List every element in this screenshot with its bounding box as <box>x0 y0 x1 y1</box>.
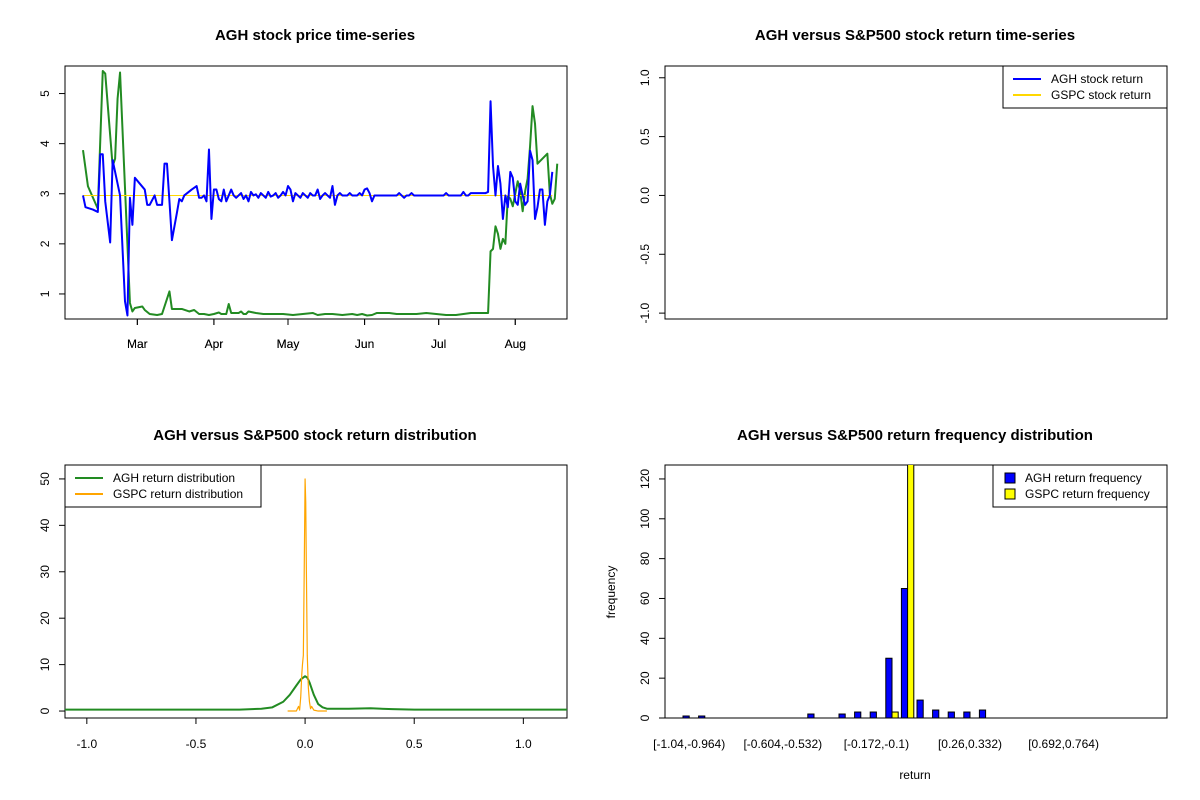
agh-frequency-bar <box>869 711 877 718</box>
agh-frequency-bar <box>698 715 706 718</box>
x-tick-label: Aug <box>505 337 526 351</box>
x-tick-label: [0.26,0.332) <box>938 737 1002 751</box>
legend-label: GSPC return distribution <box>113 487 243 501</box>
x-tick-label: 0.5 <box>406 737 423 751</box>
y-axis-label: frequency <box>604 566 618 619</box>
agh-frequency-bar <box>807 713 815 718</box>
plot-frame <box>64 464 568 719</box>
y-tick-label: -1.0 <box>638 302 652 323</box>
x-tick-label: Jun <box>355 337 374 351</box>
chart-title: AGH versus S&P500 stock return time-seri… <box>755 27 1075 44</box>
legend-box <box>992 464 1168 508</box>
legend-label: GSPC stock return <box>1051 88 1151 102</box>
x-tick-label: -0.5 <box>186 737 207 751</box>
y-tick-label: 1.0 <box>638 69 652 86</box>
y-tick-label: 40 <box>38 518 52 532</box>
agh-frequency-bar <box>963 711 971 718</box>
y-tick-label: 20 <box>38 611 52 625</box>
x-axis-label: return <box>899 768 930 782</box>
chart-title: AGH stock price time-series <box>215 27 415 44</box>
x-tick-label: [-0.604,-0.532) <box>743 737 822 751</box>
y-tick-label: 4 <box>38 140 52 147</box>
chart-title: AGH versus S&P500 stock return distribut… <box>153 427 476 444</box>
gspc-frequency-bar <box>907 465 915 718</box>
y-tick-label: 0 <box>638 714 652 721</box>
plot-frame <box>664 464 1168 719</box>
legend-box <box>1002 65 1168 109</box>
return-frequency-panel: AGH versus S&P500 return frequency distr… <box>604 427 1168 782</box>
gspc-density-line <box>287 478 327 712</box>
x-tick-label: Apr <box>205 337 224 351</box>
y-tick-label: 50 <box>38 472 52 486</box>
x-tick-label: Aug <box>505 337 526 351</box>
agh-frequency-bar <box>916 699 924 718</box>
x-tick-label: -1.0 <box>76 737 97 751</box>
legend-swatch <box>1004 488 1016 500</box>
y-tick-label: 0 <box>38 707 52 714</box>
x-tick-label: [-0.172,-0.1) <box>844 737 909 751</box>
legend-label: GSPC return frequency <box>1025 487 1150 501</box>
y-tick-label: 5 <box>38 90 52 97</box>
y-tick-label: 40 <box>638 631 652 645</box>
legend-swatch <box>1004 472 1016 484</box>
legend-label: AGH stock return <box>1051 72 1143 86</box>
y-tick-label: 0.0 <box>638 187 652 204</box>
y-tick-label: -0.5 <box>638 244 652 265</box>
x-tick-label: 1.0 <box>515 737 532 751</box>
plot-frame <box>664 65 1168 320</box>
agh-frequency-bar <box>885 657 893 718</box>
gspc-frequency-bar <box>891 711 899 718</box>
agh-frequency-bar <box>932 709 940 718</box>
agh-frequency-bar <box>682 715 690 718</box>
plot-frame <box>64 65 568 320</box>
y-tick-label: 1 <box>38 290 52 297</box>
y-tick-label: 100 <box>638 508 652 528</box>
agh-frequency-bar <box>838 713 846 718</box>
y-tick-label: 2 <box>38 240 52 247</box>
y-tick-label: 0.5 <box>638 128 652 145</box>
x-tick-label: Jul <box>431 337 446 351</box>
agh-density-line <box>65 675 567 711</box>
bars-group <box>682 465 1149 718</box>
agh-frequency-bar <box>947 711 955 718</box>
x-tick-label: [0.692,0.764) <box>1028 737 1099 751</box>
agh-return-line <box>82 100 554 317</box>
agh-frequency-bar <box>900 588 909 718</box>
x-tick-label: May <box>277 337 300 351</box>
x-tick-label: 0.0 <box>297 737 314 751</box>
y-tick-label: 3 <box>38 190 52 197</box>
y-tick-label: 120 <box>638 469 652 489</box>
x-tick-label: Apr <box>205 337 224 351</box>
x-tick-label: May <box>277 337 300 351</box>
x-tick-label: [-1.04,-0.964) <box>653 737 725 751</box>
y-tick-label: 20 <box>638 671 652 685</box>
y-tick-label: 30 <box>38 565 52 579</box>
agh-frequency-bar <box>978 709 987 718</box>
y-tick-label: 60 <box>638 591 652 605</box>
legend-label: AGH return frequency <box>1025 471 1142 485</box>
chart-title: AGH versus S&P500 return frequency distr… <box>737 427 1093 444</box>
return-timeseries-panel: AGH versus S&P500 stock return time-seri… <box>82 27 1168 351</box>
legend-label: AGH return distribution <box>113 471 235 485</box>
agh-frequency-bar <box>854 711 862 718</box>
x-tick-label: Jul <box>431 337 446 351</box>
return-distribution-panel: AGH versus S&P500 stock return distribut… <box>38 427 568 751</box>
legend-box <box>64 464 262 508</box>
x-tick-label: Jun <box>355 337 374 351</box>
y-tick-label: 80 <box>638 552 652 566</box>
x-tick-label: Mar <box>127 337 148 351</box>
y-tick-label: 10 <box>38 658 52 672</box>
x-tick-label: Mar <box>127 337 148 351</box>
